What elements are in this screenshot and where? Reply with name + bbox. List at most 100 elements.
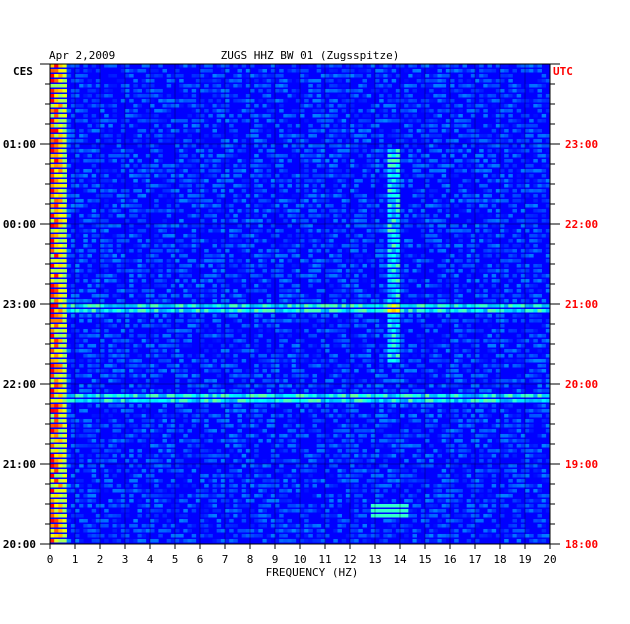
spectrogram-cell — [312, 199, 317, 203]
spectrogram-cell — [295, 344, 301, 348]
spectrogram-cell — [479, 214, 484, 218]
spectrogram-cell — [283, 134, 288, 138]
spectrogram-cell — [66, 164, 72, 168]
spectrogram-cell — [258, 204, 263, 208]
spectrogram-cell — [370, 64, 376, 68]
spectrogram-cell — [487, 249, 492, 253]
spectrogram-cell — [83, 119, 88, 123]
spectrogram-cell — [362, 349, 367, 353]
spectrogram-cell — [450, 374, 455, 378]
spectrogram-cell — [333, 374, 338, 378]
spectrogram-cell — [250, 164, 255, 168]
spectrogram-cell — [325, 319, 330, 323]
spectrogram-cell — [70, 94, 76, 98]
spectrogram-cell — [187, 234, 192, 238]
spectrogram-cell — [62, 274, 67, 278]
spectrogram-cell — [320, 339, 326, 343]
spectrogram-cell — [308, 309, 313, 313]
spectrogram-cell — [137, 239, 142, 243]
spectrogram-cell — [425, 259, 430, 263]
spectrogram-cell — [279, 229, 284, 233]
spectrogram-cell — [408, 84, 413, 88]
spectrogram-cell — [391, 129, 397, 133]
spectrogram-cell — [454, 339, 459, 343]
spectrogram-cell — [354, 269, 359, 273]
spectrogram-cell — [387, 69, 392, 73]
spectrogram-cell — [179, 314, 184, 318]
spectrogram-cell — [275, 74, 280, 78]
spectrogram-cell — [100, 94, 105, 98]
spectrogram-cell — [404, 144, 409, 148]
spectrogram-cell — [162, 139, 167, 143]
spectrogram-cell — [312, 299, 317, 303]
spectrogram-cell — [158, 374, 163, 378]
spectrogram-cell — [525, 229, 530, 233]
spectrogram-cell — [100, 159, 105, 163]
spectrogram-cell — [320, 324, 326, 328]
spectrogram-cell — [362, 289, 367, 293]
spectrogram-cell — [466, 244, 472, 248]
spectrogram-cell — [50, 339, 55, 343]
spectrogram-cell — [54, 289, 59, 293]
spectrogram-cell — [220, 384, 226, 388]
spectrogram-cell — [291, 114, 297, 118]
spectrogram-cell — [520, 64, 526, 68]
spectrogram-cell — [520, 254, 526, 258]
spectrogram-cell — [79, 374, 84, 378]
spectrogram-cell — [379, 214, 384, 218]
spectrogram-cell — [141, 79, 147, 83]
spectrogram-cell — [204, 294, 209, 298]
spectrogram-cell — [66, 144, 72, 148]
spectrogram-cell — [483, 389, 488, 393]
spectrogram-cell — [291, 209, 297, 213]
spectrogram-cell — [487, 264, 492, 268]
spectrogram-cell — [333, 214, 338, 218]
spectrogram-cell — [516, 109, 522, 113]
spectrogram-cell — [312, 274, 317, 278]
spectrogram-cell — [145, 244, 151, 248]
spectrogram-cell — [487, 149, 492, 153]
spectrogram-cell — [400, 244, 405, 248]
spectrogram-cell — [62, 139, 67, 143]
spectrogram-cell — [279, 294, 284, 298]
spectrogram-cell — [225, 179, 230, 183]
spectrogram-cell — [495, 149, 501, 153]
spectrogram-cell — [454, 274, 459, 278]
spectrogram-cell — [358, 294, 363, 298]
spectrogram-cell — [458, 149, 463, 153]
spectrogram-cell — [458, 234, 463, 238]
spectrogram-cell — [266, 89, 272, 93]
spectrogram-cell — [170, 224, 176, 228]
spectrogram-cell — [325, 239, 330, 243]
spectrogram-cell — [320, 74, 326, 78]
spectrogram-cell — [445, 379, 451, 383]
spectrogram-cell — [162, 284, 167, 288]
spectrogram-cell — [337, 269, 342, 273]
spectrogram-cell — [279, 139, 284, 143]
spectrogram-cell — [408, 114, 413, 118]
spectrogram-cell — [454, 304, 459, 308]
spectrogram-cell — [50, 139, 55, 143]
spectrogram-cell — [62, 79, 67, 83]
spectrogram-cell — [537, 249, 542, 253]
spectrogram-cell — [450, 124, 455, 128]
spectrogram-cell — [533, 214, 538, 218]
spectrogram-cell — [237, 369, 242, 373]
spectrogram-cell — [58, 304, 63, 308]
spectrogram-cell — [145, 309, 151, 313]
spectrogram-cell — [404, 239, 409, 243]
spectrogram-cell — [283, 339, 288, 343]
spectrogram-cell — [466, 184, 472, 188]
spectrogram-cell — [212, 339, 217, 343]
spectrogram-cell — [229, 344, 234, 348]
spectrogram-cell — [66, 254, 72, 258]
spectrogram-cell — [183, 369, 188, 373]
spectrogram-cell — [204, 84, 209, 88]
spectrogram-cell — [541, 344, 547, 348]
spectrogram-cell — [170, 104, 176, 108]
spectrogram-cell — [145, 79, 151, 83]
spectrogram-cell — [462, 309, 467, 313]
spectrogram-cell — [462, 69, 467, 73]
spectrogram-cell — [187, 179, 192, 183]
spectrogram-cell — [525, 309, 530, 313]
